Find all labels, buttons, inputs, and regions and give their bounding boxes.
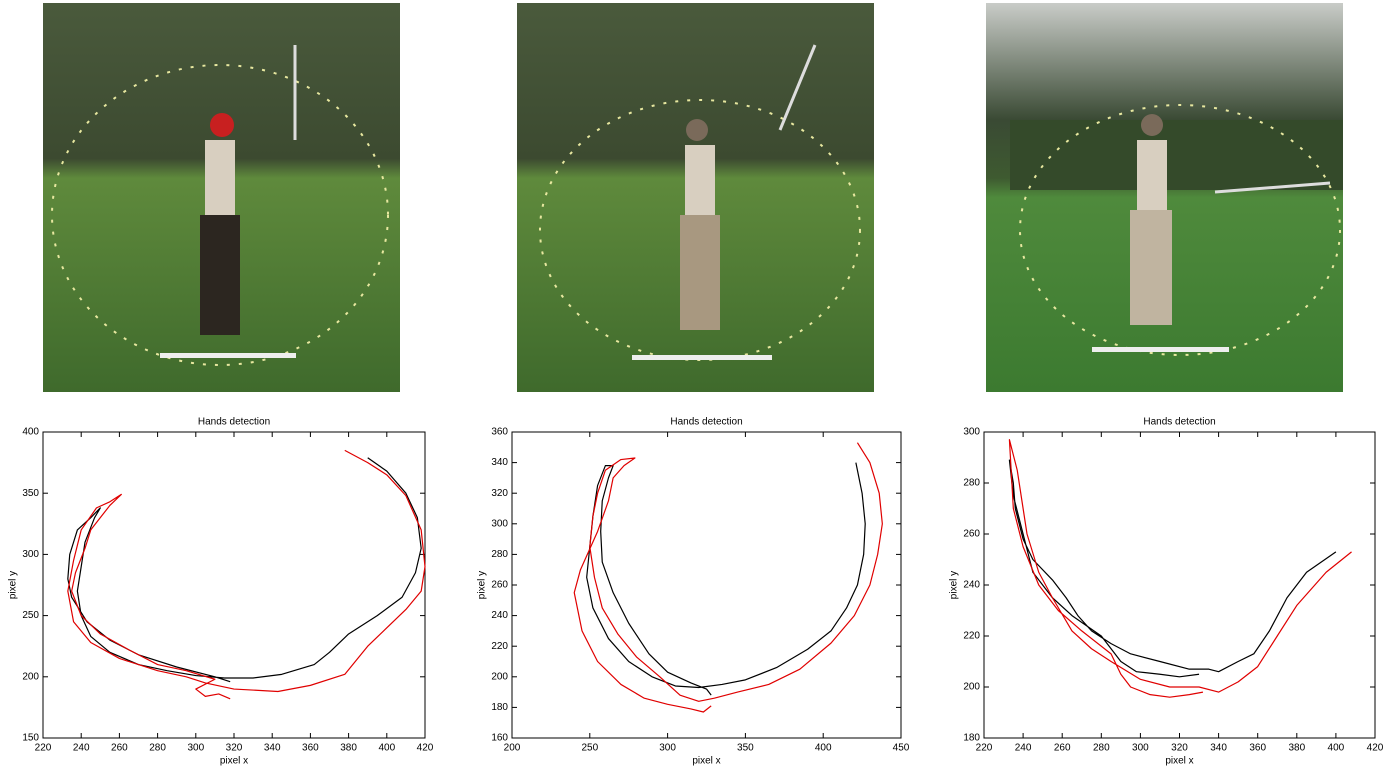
chart-title: Hands detection: [198, 417, 270, 428]
x-tick-label: 420: [417, 743, 434, 754]
y-tick-label: 200: [22, 671, 39, 682]
y-tick-label: 250: [22, 610, 39, 621]
x-tick-label: 280: [149, 743, 166, 754]
y-tick-label: 160: [491, 733, 508, 744]
plot-frame: [511, 431, 902, 739]
y-axis-label: pixel y: [949, 571, 960, 599]
y-tick-label: 300: [491, 518, 508, 529]
y-tick-label: 220: [491, 641, 508, 652]
trajectory-line: [586, 462, 866, 696]
x-tick-label: 260: [111, 743, 128, 754]
x-tick-label: 300: [1132, 743, 1149, 754]
x-tick-label: 380: [1288, 743, 1305, 754]
x-tick-label: 240: [73, 743, 90, 754]
y-tick-label: 350: [22, 488, 39, 499]
x-tick-label: 360: [302, 743, 319, 754]
photo-3: [986, 3, 1343, 392]
trajectory-line: [67, 449, 426, 700]
y-tick-label: 340: [491, 457, 508, 468]
y-axis-label: pixel y: [8, 571, 19, 599]
x-tick-label: 220: [976, 743, 993, 754]
chart: 220 240 260 280 300 320 340 360 380 400 420 180 200 2…: [949, 417, 1384, 767]
y-tick-label: 300: [22, 549, 39, 560]
x-tick-label: 300: [659, 743, 676, 754]
x-tick-label: 340: [264, 743, 281, 754]
y-tick-label: 260: [963, 529, 980, 540]
y-tick-label: 180: [491, 702, 508, 713]
plot-frame: [42, 431, 426, 739]
x-tick-label: 350: [737, 743, 754, 754]
x-tick-label: 260: [1054, 743, 1071, 754]
chart: 220 240 260 280 300 320 340 360 380 400 420 150 200 2…: [8, 417, 434, 767]
photo-2: [517, 3, 874, 392]
x-tick-label: 360: [1249, 743, 1266, 754]
trajectory-line: [1008, 439, 1352, 698]
x-tick-label: 320: [226, 743, 243, 754]
x-axis-label: pixel x: [220, 756, 248, 767]
trajectory-line: [67, 457, 422, 683]
x-tick-label: 280: [1093, 743, 1110, 754]
y-tick-label: 280: [963, 478, 980, 489]
x-axis-label: pixel x: [692, 756, 720, 767]
y-tick-label: 240: [963, 580, 980, 591]
y-tick-label: 180: [963, 733, 980, 744]
y-tick-label: 280: [491, 549, 508, 560]
y-tick-label: 260: [491, 580, 508, 591]
y-tick-label: 400: [22, 427, 39, 438]
trajectory-line: [1008, 459, 1337, 678]
x-tick-label: 450: [893, 743, 910, 754]
x-tick-label: 320: [1171, 743, 1188, 754]
x-tick-label: 300: [187, 743, 204, 754]
chart-title: Hands detection: [1143, 417, 1215, 428]
x-tick-label: 200: [504, 743, 521, 754]
x-tick-label: 420: [1367, 743, 1384, 754]
x-tick-label: 240: [1015, 743, 1032, 754]
x-tick-label: 400: [378, 743, 395, 754]
y-tick-label: 200: [963, 682, 980, 693]
y-tick-label: 200: [491, 671, 508, 682]
y-tick-label: 150: [22, 733, 39, 744]
x-tick-label: 250: [581, 743, 598, 754]
x-tick-label: 400: [1328, 743, 1345, 754]
y-tick-label: 360: [491, 427, 508, 438]
x-axis-label: pixel x: [1165, 756, 1193, 767]
y-tick-label: 240: [491, 610, 508, 621]
photo-1: [43, 3, 400, 392]
chart: 200 250 300 350 400 450 160 180 200 220 240 260 280 3…: [477, 417, 910, 767]
x-tick-label: 340: [1210, 743, 1227, 754]
y-tick-label: 320: [491, 488, 508, 499]
x-tick-label: 400: [815, 743, 832, 754]
y-tick-label: 220: [963, 631, 980, 642]
y-tick-label: 300: [963, 427, 980, 438]
chart-title: Hands detection: [670, 417, 742, 428]
trajectory-line: [573, 442, 883, 713]
x-tick-label: 220: [35, 743, 52, 754]
y-axis-label: pixel y: [477, 571, 488, 599]
x-tick-label: 380: [340, 743, 357, 754]
